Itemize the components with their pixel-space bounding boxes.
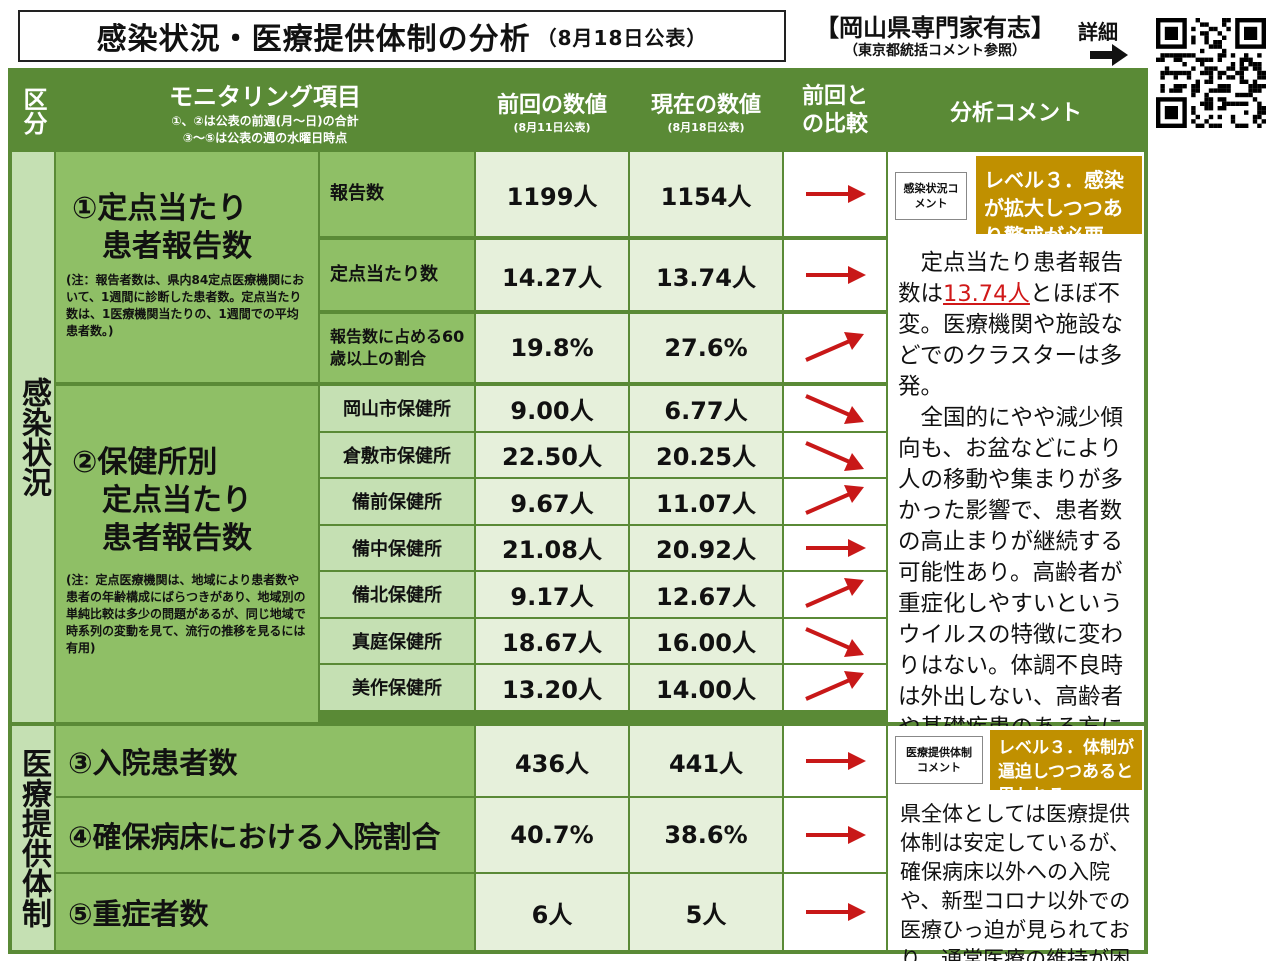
- prev-value: 436人: [476, 726, 628, 796]
- highlight-value: 13.74人: [943, 281, 1030, 307]
- prev-value: 1199人: [476, 152, 628, 236]
- row-label: 美作保健所: [320, 665, 474, 710]
- category-infection: 感染状況: [12, 152, 54, 722]
- infection-level-badge: レベル３．感染が拡大しつつあり警戒が必要: [976, 156, 1142, 248]
- title-main: 感染状況・医療提供体制の分析: [96, 22, 531, 57]
- row-label: 備前保健所: [320, 479, 474, 524]
- trend-down-arrow-icon: [784, 432, 886, 477]
- curr-value: 16.00人: [630, 618, 782, 663]
- row-label: 真庭保健所: [320, 618, 474, 663]
- curr-value: 38.6%: [630, 798, 782, 872]
- header-comment: 分析コメント: [888, 72, 1144, 150]
- curr-value: 20.25人: [630, 432, 782, 477]
- infection-comment: 定点当たり患者報告数は13.74人とほぼ不変。医療機関や施設などでのクラスターは…: [898, 250, 1124, 865]
- expert-label: 【岡山県専門家有志】: [815, 14, 1055, 42]
- trend-flat-arrow-icon: [784, 798, 886, 872]
- trend-up-arrow-icon: [784, 572, 886, 617]
- curr-value: 27.6%: [630, 314, 782, 382]
- prev-value: 9.17人: [476, 572, 628, 617]
- category-medical: 医療提供体制: [12, 726, 54, 950]
- right-arrow-icon: [1090, 44, 1128, 66]
- trend-flat-arrow-icon: [784, 152, 886, 236]
- qr-code-icon[interactable]: [1156, 18, 1266, 128]
- row-label: 岡山市保健所: [320, 386, 474, 431]
- row-label: 備中保健所: [320, 525, 474, 570]
- row-label: 定点当たり数: [320, 240, 474, 310]
- item1-note: (注：報告者数は、県内84定点医療機関において、1週間に診断した患者数。定点当た…: [66, 273, 305, 338]
- page-title: 感染状況・医療提供体制の分析 （8月18日公表）: [18, 10, 786, 62]
- medical-comment-tag: 医療提供体制コメント: [895, 736, 983, 784]
- title-date: （8月18日公表）: [536, 25, 708, 50]
- curr-value: 441人: [630, 726, 782, 796]
- trend-down-arrow-icon: [784, 618, 886, 663]
- trend-up-arrow-icon: [784, 665, 886, 710]
- curr-value: 1154人: [630, 152, 782, 236]
- prev-value: 9.00人: [476, 386, 628, 431]
- trend-flat-arrow-icon: [784, 874, 886, 950]
- prev-value: 21.08人: [476, 525, 628, 570]
- item1-title: ①定点当たり: [72, 191, 248, 226]
- prev-value: 6人: [476, 874, 628, 950]
- infection-comment-tag: 感染状況コメント: [895, 172, 967, 220]
- medical-level-badge: レベル３．体制が逼迫しつつあると思われる: [990, 730, 1142, 806]
- item2-block: ②保健所別 定点当たり 患者報告数 (注：定点医療機関は、地域により患者数や患者…: [56, 386, 318, 722]
- prev-value: 13.20人: [476, 665, 628, 710]
- header-curr: 現在の数値 (8月18日公表): [630, 72, 782, 150]
- row-label: 報告数に占める60歳以上の割合: [320, 314, 474, 382]
- prev-value: 9.67人: [476, 479, 628, 524]
- curr-value: 14.00人: [630, 665, 782, 710]
- curr-value: 11.07人: [630, 479, 782, 524]
- prev-value: 19.8%: [476, 314, 628, 382]
- trend-down-arrow-icon: [784, 386, 886, 431]
- infection-comment-panel: [888, 152, 1144, 722]
- prev-value: 40.7%: [476, 798, 628, 872]
- expert-note: （東京都統括コメント参照）: [844, 43, 1026, 59]
- header-category: 区分: [12, 72, 54, 150]
- curr-value: 12.67人: [630, 572, 782, 617]
- row-label: 備北保健所: [320, 572, 474, 617]
- row-label: ④確保病床における入院割合: [56, 798, 474, 872]
- row-label: 倉敷市保健所: [320, 432, 474, 477]
- detail-link[interactable]: 詳細: [1078, 20, 1118, 44]
- curr-value: 5人: [630, 874, 782, 950]
- prev-value: 22.50人: [476, 432, 628, 477]
- trend-flat-arrow-icon: [784, 726, 886, 796]
- medical-comment: 県全体としては医療提供体制は安定しているが、確保病床以外への入院や、新型コロナ以…: [900, 802, 1131, 961]
- trend-flat-arrow-icon: [784, 240, 886, 310]
- item1-block: ①定点当たり 患者報告数 (注：報告者数は、県内84定点医療機関において、1週間…: [56, 152, 318, 382]
- header-item: モニタリング項目 ①、②は公表の前週(月～日)の合計 ③～⑤は公表の週の水曜日時…: [56, 72, 474, 150]
- prev-value: 18.67人: [476, 618, 628, 663]
- curr-value: 20.92人: [630, 525, 782, 570]
- curr-value: 6.77人: [630, 386, 782, 431]
- row-label: ⑤重症者数: [56, 874, 474, 950]
- row-label: ③入院患者数: [56, 726, 474, 796]
- trend-up-arrow-icon: [784, 314, 886, 382]
- row-label: 報告数: [320, 152, 474, 236]
- item2-note: (注：定点医療機関は、地域により患者数や患者の年齢構成にばらつきがあり、地域別の…: [66, 573, 306, 655]
- trend-up-arrow-icon: [784, 479, 886, 524]
- header-prev: 前回の数値 (8月11日公表): [476, 72, 628, 150]
- header-compare: 前回との比較: [784, 72, 886, 150]
- item2-title: ②保健所別: [72, 445, 218, 480]
- prev-value: 14.27人: [476, 240, 628, 310]
- trend-flat-arrow-icon: [784, 525, 886, 570]
- curr-value: 13.74人: [630, 240, 782, 310]
